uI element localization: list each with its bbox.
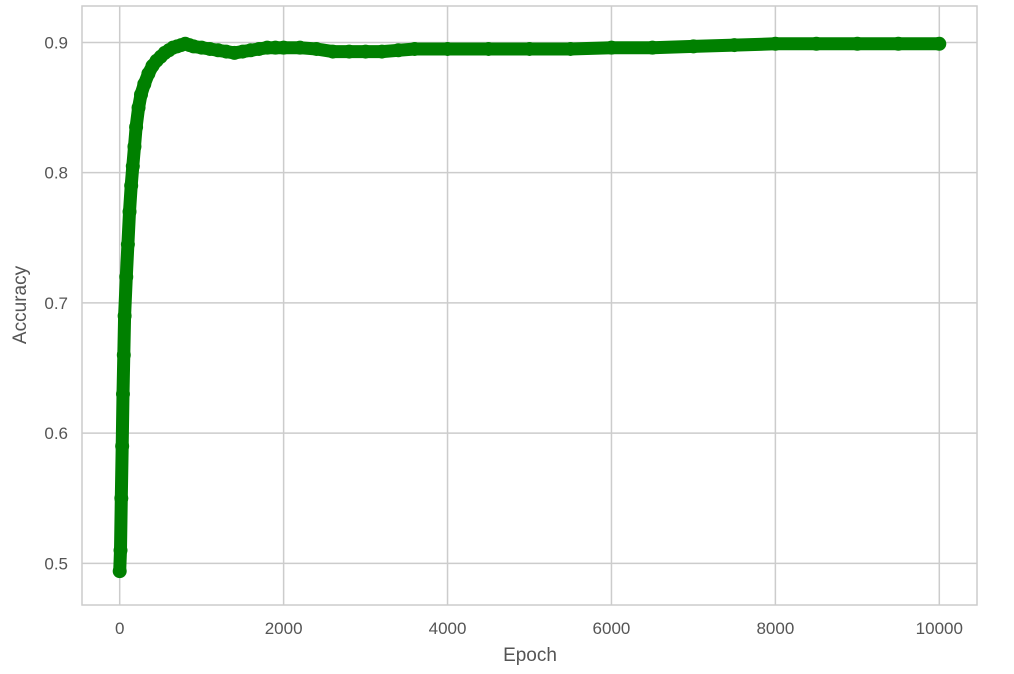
data-point [686, 39, 701, 54]
plot-frame [81, 5, 978, 606]
data-point [120, 237, 135, 252]
data-point [391, 43, 406, 58]
data-point [563, 41, 578, 56]
data-point [115, 439, 130, 454]
data-point [522, 41, 537, 56]
y-tick-label: 0.5 [44, 554, 68, 573]
y-tick-label: 0.7 [44, 294, 68, 313]
x-tick-labels: 0 2000 4000 6000 8000 10000 [115, 619, 963, 638]
grid-layer [82, 6, 977, 605]
data-point [115, 387, 130, 402]
data-point [116, 347, 131, 362]
data-point [768, 36, 783, 51]
x-tick-label: 6000 [593, 619, 631, 638]
data-point [112, 564, 127, 579]
data-point [309, 41, 324, 56]
data-point [129, 120, 144, 135]
x-tick-label: 10000 [916, 619, 963, 638]
y-tick-label: 0.9 [44, 33, 68, 52]
data-point [374, 44, 389, 59]
plot-border [81, 5, 978, 606]
data-point [342, 44, 357, 59]
data-point [125, 159, 140, 174]
data-point [932, 36, 947, 51]
data-point [127, 139, 142, 154]
data-layer [112, 36, 947, 579]
data-point [124, 178, 139, 193]
x-tick-label: 0 [115, 619, 124, 638]
y-tick-label: 0.8 [44, 164, 68, 183]
data-point [727, 38, 742, 53]
y-tick-labels: 0.5 0.6 0.7 0.8 0.9 [44, 33, 68, 573]
y-axis-label: Accuracy [10, 265, 31, 344]
data-point [325, 44, 340, 59]
data-point [293, 40, 308, 55]
data-point [113, 543, 128, 558]
data-point [131, 100, 146, 115]
y-tick-label: 0.6 [44, 424, 68, 443]
data-point [645, 40, 660, 55]
data-point [358, 44, 373, 59]
data-point [440, 41, 455, 56]
series-band [113, 37, 946, 578]
data-point [122, 204, 137, 219]
data-point [891, 36, 906, 51]
data-point [481, 41, 496, 56]
x-tick-label: 2000 [265, 619, 303, 638]
x-tick-label: 4000 [429, 619, 467, 638]
data-point [276, 40, 291, 55]
data-point [114, 491, 129, 506]
data-point [119, 269, 134, 284]
data-point [117, 308, 132, 323]
data-point [809, 36, 824, 51]
x-axis-label: Epoch [503, 645, 557, 666]
x-tick-label: 8000 [756, 619, 794, 638]
data-point [604, 40, 619, 55]
data-point [407, 41, 422, 56]
data-point [850, 36, 865, 51]
